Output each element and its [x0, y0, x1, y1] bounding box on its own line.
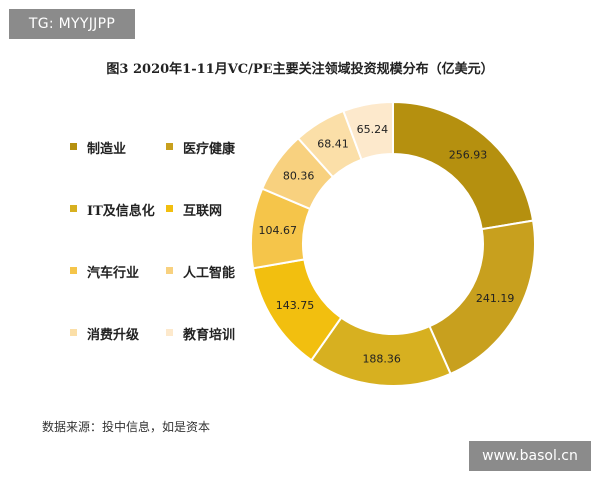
slice-value-label: 65.24 — [357, 123, 389, 136]
slice-value-label: 241.19 — [476, 292, 515, 305]
slice-value-label: 256.93 — [449, 148, 488, 161]
legend-item-automotive: 汽车行业 — [70, 262, 166, 324]
legend-swatch — [70, 329, 77, 336]
legend-label: 消费升级 — [87, 328, 140, 343]
donut-slice — [342, 100, 394, 161]
donut-value-labels: 256.93 241.19 188.36 143.75 104.67 80.36 68.41… — [259, 123, 515, 366]
slice-value-label: 68.41 — [317, 138, 349, 151]
legend-swatch — [166, 205, 173, 212]
legend-label: 医疗健康 — [183, 142, 236, 157]
source-note: 数据来源：投中信息，如是资本 — [42, 420, 211, 434]
legend-swatch — [70, 143, 77, 150]
watermark-top-left: TG: MYYJJPP — [9, 9, 135, 39]
slice-value-label: 104.67 — [259, 224, 298, 237]
slice-value-label: 80.36 — [283, 170, 315, 183]
legend-swatch — [70, 267, 77, 274]
watermark-bottom-right: www.basol.cn — [469, 441, 591, 471]
slice-value-label: 188.36 — [362, 352, 401, 365]
legend-item-ai: 人工智能 — [166, 262, 260, 324]
legend-swatch — [70, 205, 77, 212]
legend-item-it: IT及信息化 — [70, 200, 166, 262]
donut-slice — [392, 100, 535, 231]
legend-swatch — [166, 267, 173, 274]
chart-legend: 制造业 医疗健康 IT及信息化 互联网 汽车行业 人工智能 消费升级 教育培训 — [70, 138, 260, 386]
legend-label: 汽车行业 — [87, 266, 140, 281]
legend-label: 人工智能 — [183, 266, 236, 281]
legend-label: 制造业 — [87, 142, 127, 157]
chart-title: 图3 2020年1-11月VC/PE主要关注领域投资规模分布（亿美元） — [106, 62, 494, 77]
legend-label: 教育培训 — [183, 328, 236, 343]
legend-swatch — [166, 329, 173, 336]
legend-item-education: 教育培训 — [166, 324, 260, 386]
slice-value-label: 143.75 — [276, 299, 315, 312]
legend-item-manufacturing: 制造业 — [70, 138, 166, 200]
legend-label: IT及信息化 — [87, 204, 155, 219]
legend-item-healthcare: 医疗健康 — [166, 138, 260, 200]
legend-item-consumer: 消费升级 — [70, 324, 166, 386]
legend-swatch — [166, 143, 173, 150]
donut-slices — [250, 100, 536, 387]
legend-item-internet: 互联网 — [166, 200, 260, 262]
legend-label: 互联网 — [183, 204, 223, 219]
